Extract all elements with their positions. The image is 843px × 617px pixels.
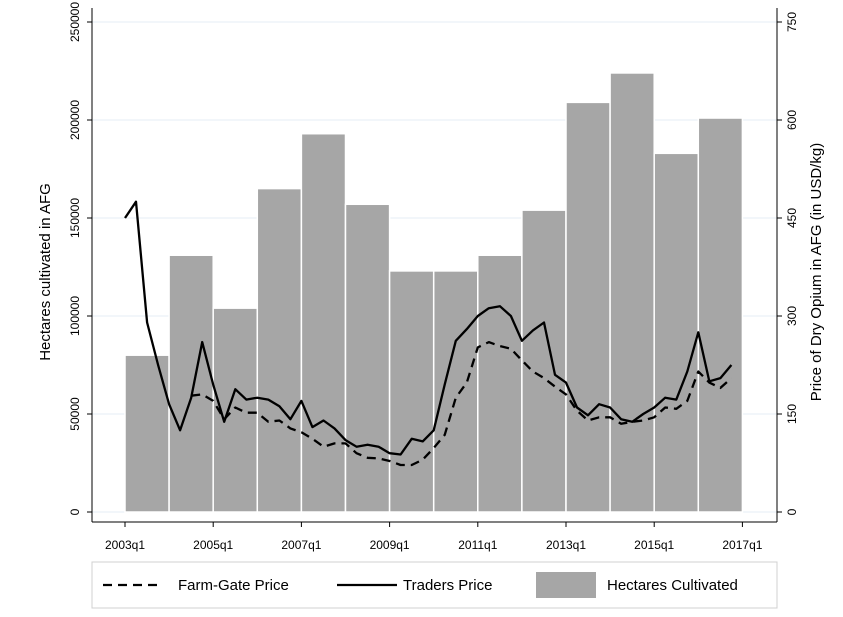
price-lines bbox=[124, 200, 733, 467]
y-right-tick-label-300: 300 bbox=[785, 306, 799, 326]
bar-2008 bbox=[344, 203, 391, 513]
legend-label-farm-gate: Farm-Gate Price bbox=[178, 577, 289, 594]
legend-label-traders: Traders Price bbox=[403, 577, 492, 594]
x-tick-label-2007q1: 2007q1 bbox=[281, 538, 321, 552]
x-tick-label-2005q1: 2005q1 bbox=[193, 538, 233, 552]
y-right-tick-label-150: 150 bbox=[785, 404, 799, 424]
bar-2004 bbox=[168, 254, 214, 513]
ticks: 2003q1 2005q1 2007q1 2009q1 2011q1 2013q1 2015… bbox=[68, 2, 799, 552]
legend-swatch-hectares bbox=[536, 572, 596, 598]
farm-gate-priceline bbox=[191, 340, 733, 467]
y-left-tick-label-200000: 200000 bbox=[68, 100, 82, 140]
legend-box bbox=[91, 561, 778, 609]
y-left-tick-label-0: 0 bbox=[68, 508, 82, 515]
bar-2011 bbox=[477, 254, 523, 513]
bar-2009 bbox=[388, 270, 435, 513]
bar-2014 bbox=[609, 72, 655, 513]
bar-2006 bbox=[256, 187, 303, 513]
bar-2015 bbox=[653, 152, 700, 513]
x-tick-label-2013q1: 2013q1 bbox=[546, 538, 586, 552]
y-right-tick-label-600: 600 bbox=[785, 110, 799, 130]
bar-2013 bbox=[565, 101, 611, 513]
bar-2010 bbox=[432, 270, 479, 513]
x-tick-label-2011q1: 2011q1 bbox=[458, 538, 497, 552]
bar-2012 bbox=[521, 209, 567, 513]
y-left-tick-label-250000: 250000 bbox=[68, 2, 82, 42]
y-right-tick-label-750: 750 bbox=[785, 12, 799, 32]
y-left-tick-label-100000: 100000 bbox=[68, 296, 82, 336]
x-tick-label-2017q1: 2017q1 bbox=[722, 538, 762, 552]
x-tick-label-2009q1: 2009q1 bbox=[370, 538, 410, 552]
x-tick-label-2003q1: 2003q1 bbox=[105, 538, 145, 552]
y-left-tick-label-50000: 50000 bbox=[68, 397, 82, 431]
y-right-tick-label-450: 450 bbox=[785, 208, 799, 228]
bar-2007 bbox=[300, 132, 347, 513]
y-right-tick-label-0: 0 bbox=[785, 508, 799, 515]
legend-label-hectares: Hectares Cultivated bbox=[607, 577, 738, 594]
bar-2016 bbox=[697, 117, 744, 513]
y-right-axis-title: Price of Dry Opium in AFG (in USD/kg) bbox=[808, 143, 825, 401]
y-left-tick-label-150000: 150000 bbox=[68, 198, 82, 238]
x-tick-label-2015q1: 2015q1 bbox=[634, 538, 674, 552]
y-left-axis-title: Hectares cultivated in AFG bbox=[37, 183, 54, 361]
axes bbox=[91, 8, 778, 523]
legend: Farm-Gate Price Traders Price Hectares Cul… bbox=[91, 561, 778, 609]
